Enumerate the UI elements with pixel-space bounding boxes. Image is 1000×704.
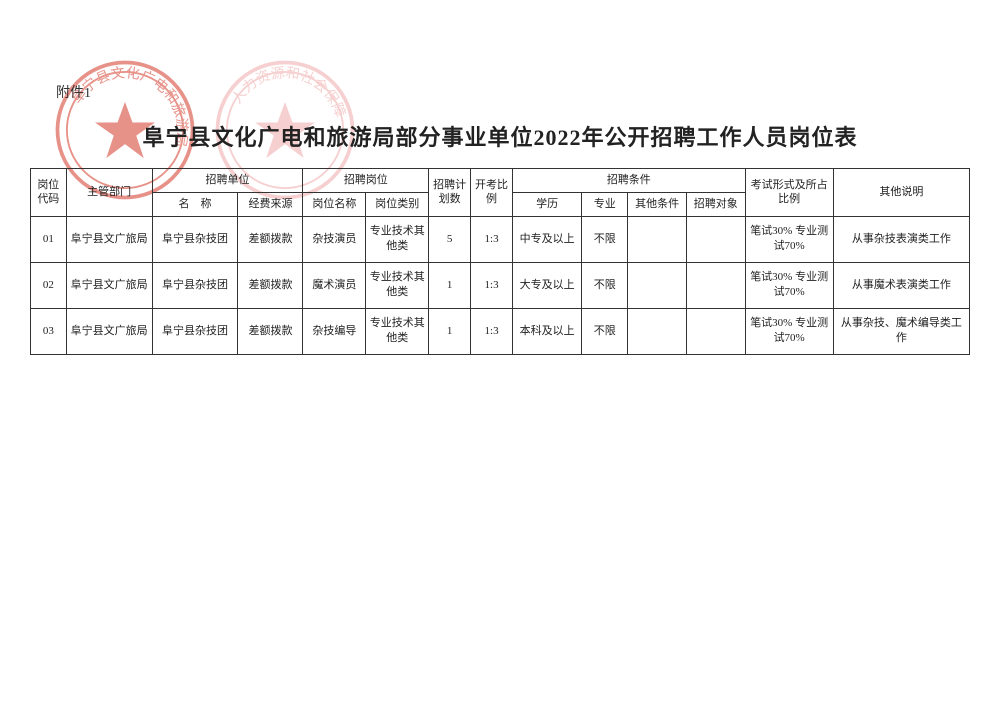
table-row: 03阜宁县文广旅局阜宁县杂技团差额拨款杂技编导专业技术其他类11:3本科及以上不… <box>31 308 970 354</box>
cell-other <box>628 216 687 262</box>
cell-exam: 笔试30% 专业测试70% <box>745 216 833 262</box>
cell-ratio: 1:3 <box>471 308 513 354</box>
cell-code: 03 <box>31 308 67 354</box>
cell-code: 02 <box>31 262 67 308</box>
table-row: 02阜宁县文广旅局阜宁县杂技团差额拨款魔术演员专业技术其他类11:3大专及以上不… <box>31 262 970 308</box>
th-post-type: 岗位类别 <box>366 192 429 216</box>
th-post-name: 岗位名称 <box>303 192 366 216</box>
table-body: 01阜宁县文广旅局阜宁县杂技团差额拨款杂技演员专业技术其他类51:3中专及以上不… <box>31 216 970 354</box>
cell-remark: 从事杂技表演类工作 <box>833 216 969 262</box>
title-area: 阜宁县文化广电和旅游局部分事业单位2022年公开招聘工作人员岗位表 <box>0 120 1000 152</box>
th-dept: 主管部门 <box>66 169 152 217</box>
cell-unit_name: 阜宁县杂技团 <box>152 216 238 262</box>
cell-plan: 1 <box>429 308 471 354</box>
cell-unit_name: 阜宁县杂技团 <box>152 308 238 354</box>
table-wrap: 岗位代码 主管部门 招聘单位 招聘岗位 招聘计划数 开考比例 招聘条件 考试形式… <box>30 168 970 355</box>
cell-exam: 笔试30% 专业测试70% <box>745 262 833 308</box>
cell-post_type: 专业技术其他类 <box>366 308 429 354</box>
cell-code: 01 <box>31 216 67 262</box>
th-unit-name: 名 称 <box>152 192 238 216</box>
cell-target <box>686 308 745 354</box>
cell-post_name: 魔术演员 <box>303 262 366 308</box>
page: 阜宁县文化广电和旅游局 人力资源和社会保障 附件1 阜宁县文化广电和旅游局部分事… <box>0 0 1000 704</box>
th-major: 专业 <box>582 192 628 216</box>
cell-target <box>686 262 745 308</box>
cell-dept: 阜宁县文广旅局 <box>66 216 152 262</box>
th-post-group: 招聘岗位 <box>303 169 429 193</box>
cell-other <box>628 262 687 308</box>
page-title: 阜宁县文化广电和旅游局部分事业单位2022年公开招聘工作人员岗位表 <box>0 120 1000 152</box>
positions-table: 岗位代码 主管部门 招聘单位 招聘岗位 招聘计划数 开考比例 招聘条件 考试形式… <box>30 168 970 355</box>
cell-unit_name: 阜宁县杂技团 <box>152 262 238 308</box>
th-code: 岗位代码 <box>31 169 67 217</box>
svg-text:人力资源和社会保障: 人力资源和社会保障 <box>229 65 348 119</box>
cell-unit_fund: 差额拨款 <box>238 308 303 354</box>
cell-exam: 笔试30% 专业测试70% <box>745 308 833 354</box>
cell-plan: 5 <box>429 216 471 262</box>
seal-right-text: 人力资源和社会保障 <box>229 65 348 119</box>
attachment-label: 附件1 <box>56 82 91 102</box>
th-remark: 其他说明 <box>833 169 969 217</box>
th-other: 其他条件 <box>628 192 687 216</box>
th-plan: 招聘计划数 <box>429 169 471 217</box>
cell-edu: 本科及以上 <box>513 308 582 354</box>
cell-unit_fund: 差额拨款 <box>238 262 303 308</box>
cell-post_type: 专业技术其他类 <box>366 262 429 308</box>
th-target: 招聘对象 <box>686 192 745 216</box>
cell-post_name: 杂技演员 <box>303 216 366 262</box>
cell-edu: 大专及以上 <box>513 262 582 308</box>
cell-edu: 中专及以上 <box>513 216 582 262</box>
cell-ratio: 1:3 <box>471 216 513 262</box>
th-unit-fund: 经费来源 <box>238 192 303 216</box>
table-row: 01阜宁县文广旅局阜宁县杂技团差额拨款杂技演员专业技术其他类51:3中专及以上不… <box>31 216 970 262</box>
cell-major: 不限 <box>582 216 628 262</box>
table-head: 岗位代码 主管部门 招聘单位 招聘岗位 招聘计划数 开考比例 招聘条件 考试形式… <box>31 169 970 217</box>
cell-plan: 1 <box>429 262 471 308</box>
cell-major: 不限 <box>582 262 628 308</box>
th-edu: 学历 <box>513 192 582 216</box>
th-exam: 考试形式及所占比例 <box>745 169 833 217</box>
cell-remark: 从事杂技、魔术编导类工作 <box>833 308 969 354</box>
cell-target <box>686 216 745 262</box>
cell-post_type: 专业技术其他类 <box>366 216 429 262</box>
cell-ratio: 1:3 <box>471 262 513 308</box>
cell-dept: 阜宁县文广旅局 <box>66 308 152 354</box>
th-unit-group: 招聘单位 <box>152 169 303 193</box>
cell-remark: 从事魔术表演类工作 <box>833 262 969 308</box>
cell-other <box>628 308 687 354</box>
cell-dept: 阜宁县文广旅局 <box>66 262 152 308</box>
cell-post_name: 杂技编导 <box>303 308 366 354</box>
th-cond-group: 招聘条件 <box>513 169 746 193</box>
cell-unit_fund: 差额拨款 <box>238 216 303 262</box>
th-ratio: 开考比例 <box>471 169 513 217</box>
cell-major: 不限 <box>582 308 628 354</box>
